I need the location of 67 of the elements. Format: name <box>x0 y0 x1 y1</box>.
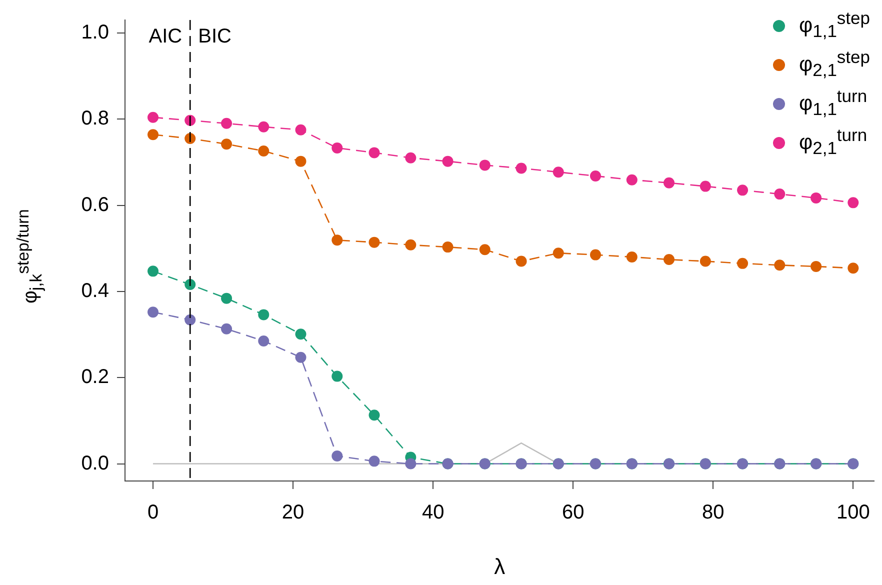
point <box>221 292 232 304</box>
point <box>552 248 564 259</box>
point <box>664 254 675 266</box>
point <box>442 156 454 167</box>
point <box>774 188 786 200</box>
y-tick-label: 0.0 <box>81 452 109 474</box>
y-tick-label: 0.4 <box>81 280 109 302</box>
point <box>516 256 527 267</box>
point <box>810 192 822 204</box>
point <box>148 306 159 318</box>
point <box>405 458 416 470</box>
point <box>148 112 159 123</box>
point <box>700 180 711 192</box>
point <box>368 410 380 421</box>
x-tick-label: 100 <box>836 502 870 524</box>
x-tick-label: 80 <box>702 502 724 524</box>
point <box>332 142 343 154</box>
point <box>221 138 232 150</box>
x-axis-title: λ <box>494 554 506 579</box>
point <box>221 323 232 334</box>
point <box>774 260 786 271</box>
point <box>737 258 748 269</box>
point <box>590 170 602 182</box>
point <box>332 370 343 382</box>
point <box>479 244 490 256</box>
point <box>184 314 196 326</box>
point <box>148 129 159 140</box>
point <box>479 160 490 171</box>
point <box>148 266 159 277</box>
point <box>442 242 454 253</box>
point <box>332 450 343 462</box>
point <box>516 162 527 174</box>
x-tick-label: 40 <box>422 502 444 524</box>
y-tick-label: 0.6 <box>81 194 109 216</box>
point <box>295 328 306 340</box>
point <box>626 174 638 186</box>
point <box>295 352 306 363</box>
y-tick-label: 0.8 <box>81 108 109 130</box>
point <box>626 251 638 262</box>
point <box>368 147 380 158</box>
point <box>552 166 564 178</box>
point <box>258 121 270 132</box>
point <box>258 335 270 346</box>
point <box>368 456 380 467</box>
point <box>700 256 711 267</box>
point <box>848 197 859 208</box>
point <box>368 236 380 248</box>
point <box>295 156 306 167</box>
y-tick-label: 0.2 <box>81 366 109 388</box>
point <box>405 239 416 250</box>
point <box>848 262 859 274</box>
point <box>664 177 675 188</box>
x-tick-label: 0 <box>147 502 159 524</box>
point <box>258 309 270 320</box>
annotation: BIC <box>198 26 232 48</box>
y-tick-label: 1.0 <box>81 21 109 44</box>
point <box>405 152 416 164</box>
ref-line-label: AIC <box>148 26 182 48</box>
point <box>295 124 306 136</box>
point <box>810 260 822 272</box>
point <box>258 145 270 156</box>
point <box>221 118 232 129</box>
point <box>590 249 602 260</box>
x-tick-label: 20 <box>282 502 304 524</box>
x-tick-label: 60 <box>562 502 584 524</box>
point <box>737 184 748 196</box>
point <box>332 234 343 246</box>
